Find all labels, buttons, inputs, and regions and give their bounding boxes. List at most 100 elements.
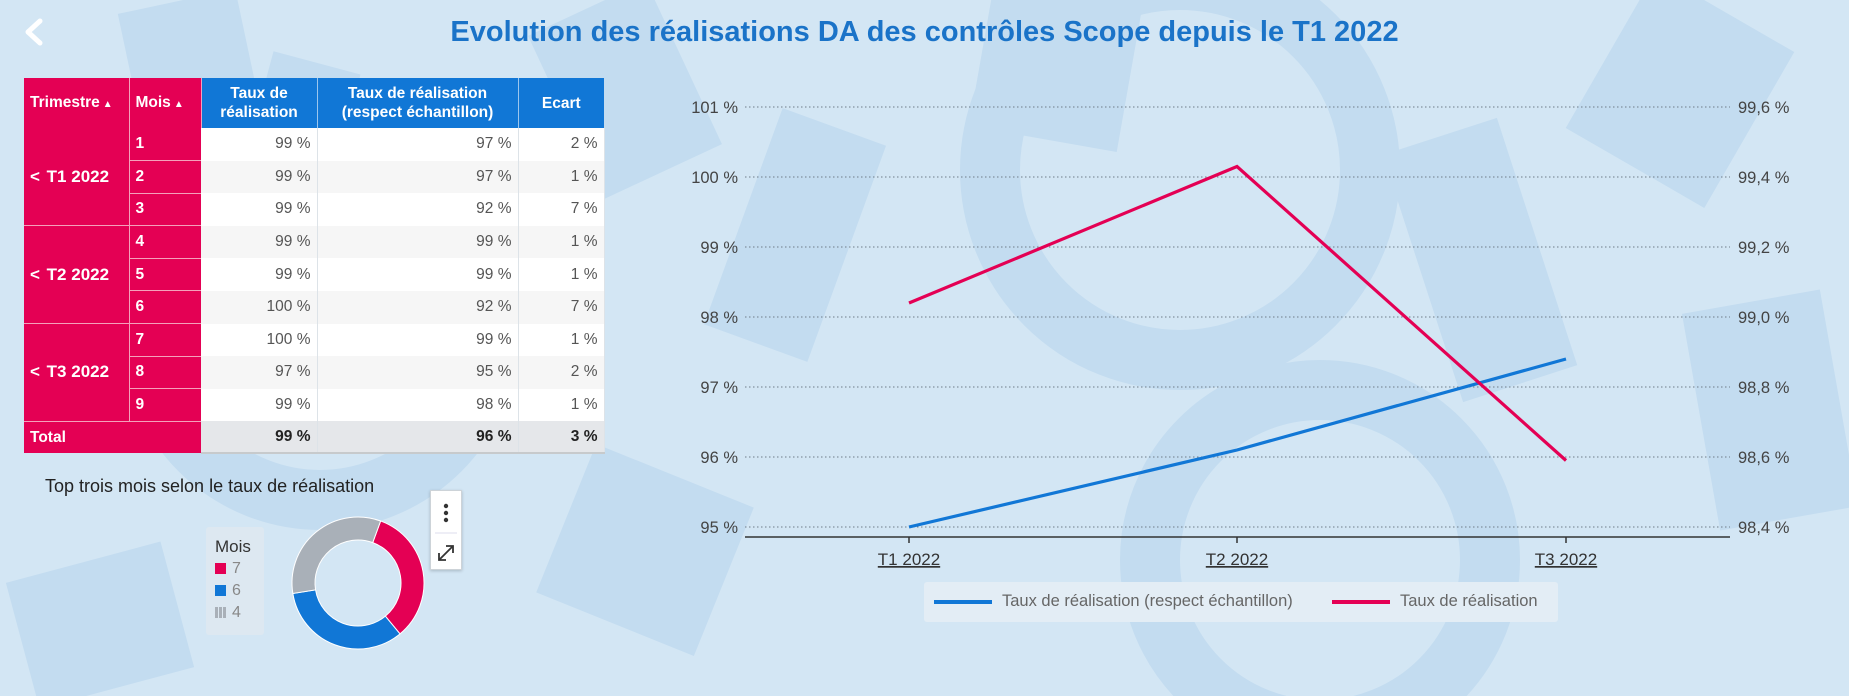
taux-cell: 99 % [201,388,318,422]
column-header-taux-echantillon[interactable]: Taux de réalisation (respect échantillon… [317,78,519,128]
ecart-cell: 7 % [518,193,605,226]
right-axis-tick-label: 99,0 % [1738,309,1790,327]
column-header-mois[interactable]: Mois ▲ [129,78,202,128]
collapse-chevron-icon[interactable]: < [30,264,40,284]
chart-legend-item[interactable]: Taux de réalisation [1332,592,1538,611]
taux-cell: 97 % [201,356,318,389]
total-row: Total 99 % 96 % 3 % [24,421,605,455]
donut-slice [292,589,401,650]
table-row: 9 99 % 98 % 1 % [24,388,605,422]
left-axis-tick-label: 100 % [691,169,738,187]
left-axis-tick-label: 96 % [700,449,738,467]
column-header-label: Ecart [541,94,581,112]
column-header-ecart[interactable]: Ecart [518,78,604,128]
table-row: 6 100 % 92 % 7 % [24,290,605,325]
mois-cell: 6 [129,290,201,325]
left-axis-tick-label: 95 % [700,519,738,537]
left-axis-tick-label: 98 % [700,309,738,327]
back-chevron-icon[interactable] [16,14,52,50]
widget-options-button[interactable] [430,490,462,570]
ecart-cell: 2 % [518,128,605,161]
legend-line-icon [934,599,992,604]
ecart-cell: 1 % [518,323,605,357]
total-taux-cell: 99 % [201,421,318,455]
donut-legend: Mois 7 6 4 [206,527,264,635]
table-row: 8 97 % 95 % 2 % [24,356,605,390]
taux-echantillon-cell: 97 % [317,160,519,194]
ecart-cell: 1 % [518,160,605,194]
group-cell-t3[interactable]: < T3 2022 [24,323,130,422]
taux-echantillon-cell: 99 % [317,258,519,291]
taux-echantillon-cell: 98 % [317,388,519,422]
table-row: < T1 2022 1 99 % 97 % 2 % [24,128,605,227]
ecart-cell: 2 % [518,356,605,389]
mois-cell: 1 [129,128,201,162]
donut-legend-title: Mois [215,537,251,556]
mois-cell: 5 [129,258,201,292]
realisation-table: Trimestre ▲ Mois ▲ Taux de réalisation Tau… [24,78,605,455]
table-row: 3 99 % 92 % 7 % [24,193,605,227]
chart-legend-item[interactable]: Taux de réalisation (respect échantillon… [934,592,1293,611]
right-axis-tick-label: 99,4 % [1738,169,1790,187]
donut-slice [291,516,382,595]
column-header-trimestre[interactable]: Trimestre ▲ [24,78,130,128]
left-axis-tick-label: 101 % [691,99,738,117]
column-header-label: Mois [135,93,171,111]
donut-legend-item[interactable]: 7 [215,560,241,578]
taux-cell: 100 % [201,323,318,357]
taux-echantillon-cell: 95 % [317,356,519,389]
column-header-taux[interactable]: Taux de réalisation [201,78,318,128]
group-label: T3 2022 [46,362,110,382]
sort-ascending-icon: ▲ [173,98,184,110]
collapse-chevron-icon[interactable]: < [30,362,40,382]
collapse-chevron-icon[interactable]: < [30,166,40,186]
ecart-cell: 1 % [518,258,605,291]
taux-cell: 99 % [201,225,318,259]
column-header-label: Taux de réalisation [347,85,488,102]
taux-cell: 99 % [201,128,318,161]
ecart-cell: 1 % [518,225,605,259]
expand-icon [438,545,454,561]
taux-echantillon-cell: 92 % [317,193,519,226]
left-axis-tick-label: 97 % [700,379,738,397]
taux-echantillon-cell: 97 % [317,128,519,161]
ecart-cell: 1 % [518,388,605,422]
ecart-cell: 7 % [518,290,605,324]
legend-swatch-icon [215,607,226,618]
group-cell-t2[interactable]: < T2 2022 [24,225,130,325]
chart-legend: Taux de réalisation (respect échantillon… [924,582,1558,622]
taux-cell: 100 % [201,290,318,324]
legend-label: Taux de réalisation [1400,592,1538,610]
page-title: Evolution des réalisations DA des contrô… [450,16,1399,48]
donut-chart [291,516,425,650]
group-cell-t1[interactable]: < T1 2022 [24,128,130,227]
group-label: T1 2022 [46,166,110,186]
mois-cell: 2 [129,160,201,194]
taux-cell: 99 % [201,160,318,194]
more-vertical-icon[interactable] [431,491,461,569]
group-label: T2 2022 [46,264,110,284]
right-axis-tick-label: 98,4 % [1738,519,1790,537]
mois-cell: 8 [129,356,201,390]
mois-cell: 4 [129,225,201,259]
legend-label: Taux de réalisation (respect échantillon… [1002,592,1293,610]
line-chart: 95 % 98,4 % 96 % 98,6 % 97 % 98,8 % 98 % 99,0 %… [691,99,1790,569]
total-ecart-cell: 3 % [518,421,605,455]
table-row: < T3 2022 7 100 % 99 % 1 % [24,323,605,422]
legend-label: 6 [232,582,241,599]
sort-ascending-icon: ▲ [102,98,113,110]
mois-cell: 3 [129,193,201,227]
legend-swatch-icon [215,563,226,574]
donut-legend-item[interactable]: 4 [215,604,241,622]
table-row: 5 99 % 99 % 1 % [24,258,605,292]
table-row: < T2 2022 4 99 % 99 % 1 % [24,225,605,325]
donut-legend-item[interactable]: 6 [215,582,241,600]
column-header-label: Taux de [230,85,288,102]
left-axis-tick-label: 99 % [700,239,738,257]
legend-swatch-icon [215,585,226,596]
right-axis-tick-label: 98,6 % [1738,449,1790,467]
column-header-label: réalisation [220,104,298,121]
x-axis-tick-label: T2 2022 [1206,550,1268,569]
right-axis-tick-label: 98,8 % [1738,379,1790,397]
right-axis-tick-label: 99,2 % [1738,239,1790,257]
